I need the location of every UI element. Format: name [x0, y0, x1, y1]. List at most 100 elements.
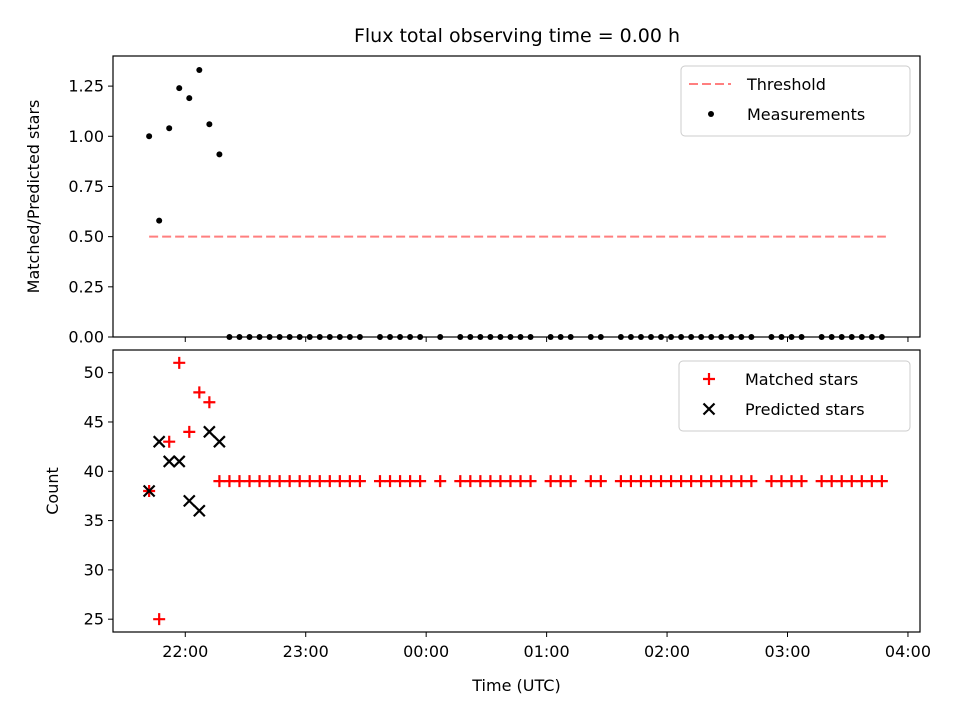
bottom-plot-area: [142, 356, 888, 626]
x-tick-label: 22:00: [162, 642, 208, 661]
data-point: [735, 475, 748, 488]
chart-title: Flux total observing time = 0.00 h: [354, 25, 680, 47]
bottom-legend: Matched stars Predicted stars: [678, 360, 911, 432]
data-point: [373, 475, 386, 488]
data-point: [504, 475, 517, 488]
data-point: [634, 475, 647, 488]
data-point: [845, 475, 858, 488]
data-point: [725, 475, 738, 488]
data-point: [414, 475, 427, 488]
legend-entry: Matched stars: [745, 370, 858, 389]
data-point: [514, 475, 527, 488]
data-point: [193, 386, 206, 399]
data-point: [223, 475, 236, 488]
data-point: [564, 475, 577, 488]
data-point: [434, 475, 447, 488]
bottom-x-ticks: 22:00 23:00 00:00 01:00 02:00 03:00 04:00: [162, 632, 931, 661]
y-tick-label: 45: [84, 412, 104, 431]
data-point: [323, 475, 336, 488]
data-point: [785, 475, 798, 488]
data-point: [645, 475, 657, 488]
x-tick-label: 23:00: [283, 642, 329, 661]
data-point: [293, 475, 306, 488]
data-point: [404, 475, 417, 488]
y-tick-label: 0.25: [68, 277, 104, 296]
data-point: [524, 475, 537, 488]
data-point: [474, 475, 487, 488]
data-point: [703, 373, 715, 385]
top-y-axis-label: Matched/Predicted stars: [24, 100, 43, 294]
top-y-ticks: 0.00 0.25 0.50 0.75 1.00 1.25: [68, 77, 113, 347]
data-point: [655, 475, 668, 488]
data-point: [705, 475, 718, 488]
data-point: [715, 475, 728, 488]
data-point: [193, 504, 206, 517]
data-point: [213, 475, 226, 488]
data-point: [183, 425, 196, 438]
data-point: [203, 396, 216, 409]
data-point: [172, 455, 186, 468]
data-point: [825, 475, 838, 488]
legend-entry: Threshold: [746, 75, 826, 94]
data-point: [594, 475, 607, 488]
data-point: [745, 475, 758, 488]
data-point: [775, 475, 788, 488]
data-point: [156, 217, 163, 224]
legend-entry: Predicted stars: [745, 400, 865, 419]
y-tick-label: 30: [84, 560, 104, 579]
data-point: [343, 475, 356, 488]
data-point: [384, 475, 397, 488]
y-tick-label: 50: [84, 363, 104, 382]
data-point: [875, 475, 888, 488]
data-point: [163, 435, 176, 448]
data-point: [614, 475, 627, 488]
data-point: [206, 121, 213, 128]
data-point: [333, 475, 346, 488]
x-tick-label: 03:00: [764, 642, 810, 661]
data-point: [152, 435, 166, 448]
legend-box: [678, 360, 911, 432]
data-point: [675, 475, 688, 488]
data-point: [313, 475, 326, 488]
y-tick-label: 40: [84, 462, 104, 481]
data-point: [702, 402, 716, 416]
data-point: [584, 475, 597, 488]
x-tick-label: 01:00: [524, 642, 570, 661]
data-point: [353, 475, 366, 488]
legend-box: [680, 65, 911, 137]
data-point: [464, 475, 477, 488]
data-point: [273, 475, 286, 488]
top-legend: Threshold Measurements: [680, 65, 911, 137]
bottom-y-axis-label: Count: [43, 467, 62, 515]
y-tick-label: 1.25: [68, 77, 104, 96]
bottom-panel: 25 30 35 40 45 50 22:00 23:00 00:00 01:00 02:00 03…: [43, 349, 931, 695]
y-tick-label: 1.00: [68, 127, 104, 146]
x-tick-label: 02:00: [644, 642, 690, 661]
data-point: [624, 475, 637, 488]
data-point: [695, 475, 708, 488]
data-point: [176, 85, 183, 92]
data-point: [233, 475, 246, 488]
x-axis-label: Time (UTC): [471, 676, 560, 695]
data-point: [243, 475, 256, 488]
data-point: [303, 475, 316, 488]
data-point: [253, 475, 266, 488]
data-point: [283, 475, 296, 488]
data-point: [484, 475, 497, 488]
data-point: [162, 455, 176, 468]
data-point: [554, 475, 567, 488]
data-point: [213, 435, 226, 448]
data-point: [153, 613, 166, 626]
y-tick-label: 0.50: [68, 227, 104, 246]
data-point: [765, 475, 778, 488]
data-point: [186, 95, 193, 102]
data-point: [815, 475, 828, 488]
data-point: [454, 475, 467, 488]
data-point: [865, 475, 878, 488]
data-point: [216, 151, 223, 158]
data-point: [173, 356, 186, 369]
top-panel: 0.00 0.25 0.50 0.75 1.00 1.25 Matched/Predict…: [24, 55, 921, 347]
data-point: [494, 475, 507, 488]
data-point: [196, 67, 203, 74]
x-tick-label: 00:00: [403, 642, 449, 661]
